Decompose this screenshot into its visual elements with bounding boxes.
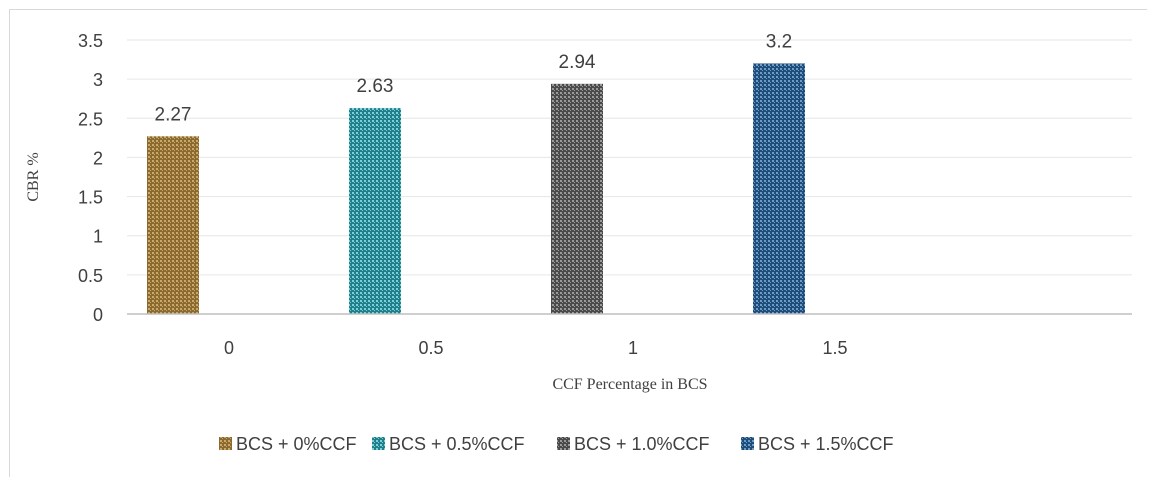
legend-swatch: [741, 437, 754, 450]
legend-label: BCS + 0%CCF: [236, 434, 357, 454]
bars: [147, 63, 805, 314]
legend-label: BCS + 0.5%CCF: [389, 434, 525, 454]
legend-swatch: [219, 437, 232, 450]
y-tick-label: 0: [93, 305, 103, 325]
x-tick-label: 1.5: [822, 338, 847, 358]
x-tick-labels: 0 0.5 1 1.5: [224, 338, 848, 358]
x-tick-label: 1: [628, 338, 638, 358]
data-label: 2.27: [155, 104, 192, 125]
legend: BCS + 0%CCF BCS + 0.5%CCF BCS + 1.0%CCF BCS…: [219, 434, 894, 454]
legend-swatch: [557, 437, 570, 450]
chart-frame: [9, 9, 1147, 477]
y-tick-label: 0.5: [78, 266, 103, 286]
y-tick-label: 3.5: [78, 31, 103, 51]
legend-item: BCS + 0%CCF: [219, 434, 357, 454]
bar: [551, 83, 603, 314]
data-labels: 2.27 2.63 2.94 3.2: [155, 31, 793, 125]
legend-label: BCS + 1.0%CCF: [574, 434, 710, 454]
y-tick-labels: 0 0.5 1 1.5 2 2.5 3 3.5: [78, 31, 103, 325]
data-label: 2.63: [357, 76, 394, 97]
y-tick-label: 2.5: [78, 109, 103, 129]
x-axis-title: CCF Percentage in BCS: [552, 376, 707, 393]
data-label: 2.94: [559, 52, 596, 73]
bar: [147, 136, 199, 314]
x-tick-label: 0: [224, 338, 234, 358]
legend-label: BCS + 1.5%CCF: [758, 434, 894, 454]
y-tick-label: 1: [93, 227, 103, 247]
data-label: 3.2: [766, 31, 792, 52]
bar: [349, 108, 401, 314]
y-tick-label: 3: [93, 70, 103, 90]
legend-item: BCS + 1.5%CCF: [741, 434, 894, 454]
bar: [753, 63, 805, 314]
legend-item: BCS + 0.5%CCF: [372, 434, 525, 454]
y-tick-label: 1.5: [78, 188, 103, 208]
legend-item: BCS + 1.0%CCF: [557, 434, 710, 454]
y-tick-label: 2: [93, 148, 103, 168]
x-tick-label: 0.5: [418, 338, 443, 358]
y-axis-title: CBR %: [25, 152, 42, 201]
gridlines: [127, 39, 1132, 276]
legend-swatch: [372, 437, 385, 450]
